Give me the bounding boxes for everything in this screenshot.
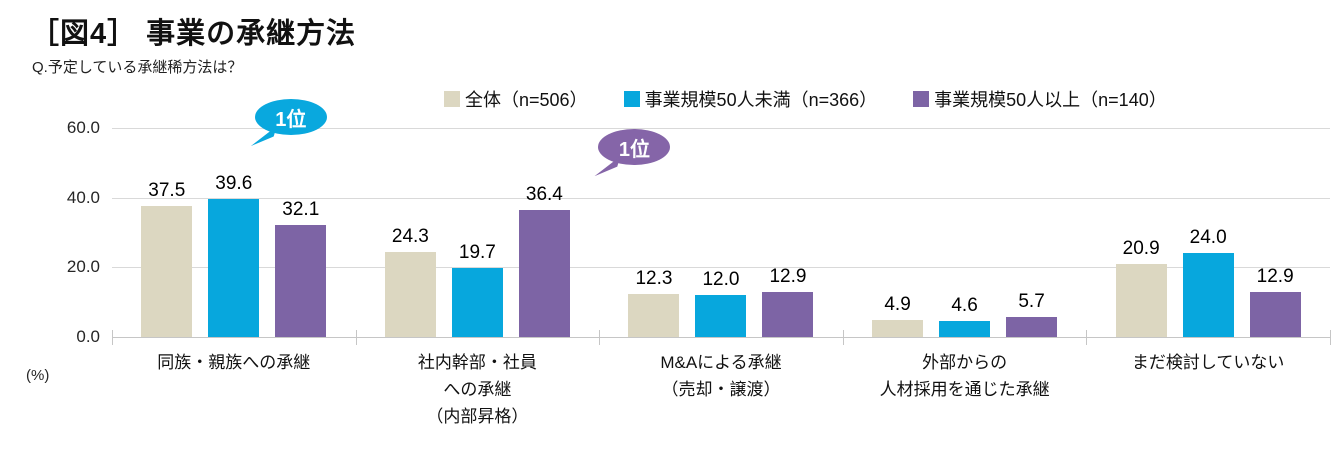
bar (518, 210, 570, 337)
bar-column: 24.3 (384, 128, 436, 337)
legend-item-2: 事業規模50人以上（n=140） (913, 86, 1167, 112)
x-axis-line (112, 337, 1330, 338)
bar-group-4: 20.9 24.0 12.9 まだ検討していない (1086, 128, 1330, 372)
legend-label: 事業規模50人以上（n=140） (934, 90, 1167, 110)
bar-column: 4.9 (872, 128, 924, 337)
bar-value-label: 39.6 (215, 173, 253, 195)
bar-group-0: 37.5 39.6 32.1 同族・親族への承継 (112, 128, 356, 372)
bar-column: 32.1 (275, 128, 327, 337)
bar-column: 4.6 (939, 128, 991, 337)
axis-tick (112, 330, 113, 345)
bar-groups: 37.5 39.6 32.1 同族・親族への承継 24.3 19.7 36.4 社内幹部・社員… (112, 128, 1330, 426)
rank-bubble-text: 1位 (618, 138, 650, 161)
bar (872, 319, 924, 337)
bar-value-label: 4.6 (951, 294, 978, 316)
category-label: 社内幹部・社員 への承継 （内部昇格） (344, 349, 612, 430)
legend-swatch-icon (444, 91, 460, 107)
bar-value-label: 24.0 (1189, 227, 1227, 249)
category-label-line: M&Aによる承継 (660, 353, 782, 372)
bar (275, 225, 327, 337)
bar (939, 320, 991, 337)
bar-value-label: 32.1 (282, 199, 320, 221)
bar (384, 252, 436, 337)
bar-value-label: 37.5 (148, 180, 186, 202)
bar-value-label: 5.7 (1018, 291, 1045, 313)
bar-group-3: 4.9 4.6 5.7 外部からの人材採用を通じた承継 (843, 128, 1087, 399)
bar-column: 20.9 (1115, 128, 1167, 337)
bar (1249, 292, 1301, 337)
plot-area: 37.5 39.6 32.1 同族・親族への承継 24.3 19.7 36.4 社内幹部・社員… (112, 99, 1331, 426)
axis-tick (1330, 330, 1331, 345)
bar-value-label: 12.9 (769, 266, 807, 288)
axis-tick (599, 330, 601, 345)
category-label: まだ検討していない (1074, 349, 1332, 376)
bar-value-label: 20.9 (1122, 238, 1160, 260)
rank-bubble-0: 1位 (250, 99, 327, 147)
bar (695, 295, 747, 337)
gridline (112, 197, 1330, 199)
category-label-line: 外部からの (922, 353, 1008, 372)
bar-value-label: 12.9 (1256, 266, 1294, 288)
bar-column: 37.5 (141, 128, 193, 337)
chart-title: ［図4］ 事業の承継方法 (30, 18, 357, 50)
category-label-line: 同族・親族への承継 (157, 353, 311, 372)
axis-tick (842, 330, 844, 345)
bar (1006, 317, 1058, 337)
chart-legend: 全体（n=506） 事業規模50人未満（n=366） 事業規模50人以上（n=140… (444, 86, 1167, 112)
bar (628, 294, 680, 337)
bar (451, 268, 503, 337)
legend-item-0: 全体（n=506） (444, 86, 588, 112)
bar-column: 12.0 (695, 128, 747, 337)
bar (1115, 264, 1167, 337)
gridline (112, 267, 1330, 269)
bar-column: 12.9 (1249, 128, 1301, 337)
bar-value-label: 36.4 (525, 184, 563, 206)
legend-item-1: 事業規模50人未満（n=366） (623, 86, 878, 112)
bar-column: 24.0 (1182, 128, 1234, 337)
legend-swatch-icon (623, 91, 640, 107)
y-tick-label: 60.0 (66, 118, 100, 137)
category-label: M&Aによる承継 （売却・譲渡） (587, 349, 855, 403)
axis-tick (355, 330, 357, 345)
bar-column: 12.3 (628, 128, 680, 337)
category-label-line: （売却・譲渡） (661, 380, 781, 399)
y-tick-label: 0.0 (76, 327, 100, 346)
bar-value-label: 12.3 (635, 268, 673, 290)
category-label-line: まだ検討していない (1131, 353, 1285, 372)
y-axis-unit-label: (%) (26, 367, 50, 384)
axis-tick (1086, 330, 1088, 345)
bar (1182, 253, 1234, 337)
category-label: 外部からの人材採用を通じた承継 (831, 349, 1099, 403)
category-label-line: 人材採用を通じた承継 (879, 380, 1050, 399)
bar-value-label: 24.3 (391, 226, 429, 248)
chart-subtitle: Q.予定している承継稀方法は？ (32, 59, 243, 76)
y-tick-label: 40.0 (66, 187, 100, 207)
bar-column: 36.4 (518, 128, 570, 337)
bar-value-label: 12.0 (702, 269, 740, 291)
legend-label: 事業規模50人未満（n=366） (644, 90, 878, 110)
bar-group-2: 12.3 12.0 12.9 M&Aによる承継 （売却・譲渡） (599, 128, 843, 399)
bar-value-label: 4.9 (884, 293, 911, 315)
gridline (112, 128, 1330, 129)
bar (208, 199, 260, 337)
bar-column: 39.6 (208, 128, 260, 337)
bar-column: 5.7 (1006, 128, 1058, 337)
bar-column: 19.7 (451, 128, 503, 337)
category-label: 同族・親族への承継 (100, 349, 368, 376)
rank-bubble-text: 1位 (275, 108, 307, 131)
category-label-line: 社内幹部・社員 (417, 353, 537, 372)
rank-bubble-1: 1位 (594, 129, 671, 177)
y-tick-label: 20.0 (66, 257, 100, 277)
legend-swatch-icon (913, 91, 930, 107)
category-label-line: （内部昇格） (426, 407, 529, 426)
bar-column: 12.9 (762, 128, 814, 337)
bar-value-label: 19.7 (458, 242, 496, 264)
bar (141, 206, 193, 337)
bar (762, 292, 814, 337)
legend-label: 全体（n=506） (465, 90, 588, 110)
bar-group-1: 24.3 19.7 36.4 社内幹部・社員 への承継 （内部昇格） (356, 128, 600, 426)
category-label-line: への承継 (443, 380, 512, 399)
